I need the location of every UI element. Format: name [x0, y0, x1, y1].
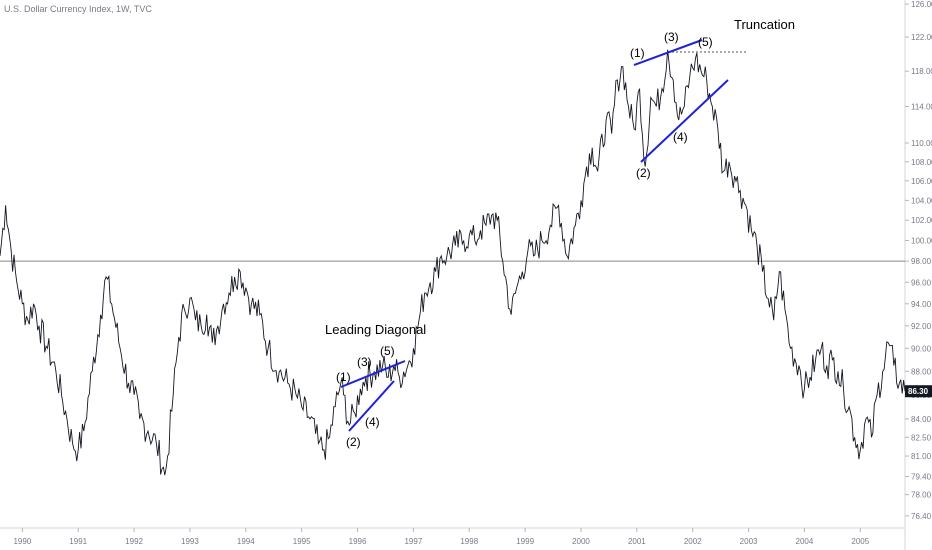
y-tick-label: 79.40 [911, 472, 932, 481]
y-tick-label: 78.00 [911, 491, 932, 500]
x-tick-label: 2005 [851, 537, 869, 546]
chart-title: U.S. Dollar Currency Index, 1W, TVC [4, 4, 152, 14]
x-tick-label: 1998 [460, 537, 478, 546]
x-tick-label: 2002 [684, 537, 702, 546]
x-tick-label: 1994 [237, 537, 255, 546]
x-tick-label: 2003 [740, 537, 758, 546]
y-tick-label: 108.00 [911, 158, 932, 167]
y-tick-label: 104.00 [911, 196, 932, 205]
wave-label-1996-2: (2) [346, 435, 361, 449]
y-tick-label: 100.00 [911, 236, 932, 245]
x-tick-label: 2004 [796, 537, 814, 546]
truncation-upper-trendline[interactable] [633, 39, 703, 66]
last-price-value: 86.30 [908, 387, 929, 396]
y-tick-label: 118.00 [911, 67, 932, 76]
y-tick-label: 96.00 [911, 278, 932, 287]
wave-label-1996-5: (5) [380, 344, 395, 358]
wave-label-2001-4: (4) [673, 130, 688, 144]
y-tick-label: 114.00 [911, 102, 932, 111]
y-tick-label: 98.00 [911, 257, 932, 266]
truncation-label: Truncation [734, 17, 795, 32]
y-tick-label: 92.00 [911, 322, 932, 331]
x-tick-label: 1990 [13, 537, 31, 546]
y-tick-label: 90.00 [911, 344, 932, 353]
x-tick-label: 2001 [628, 537, 646, 546]
price-series-line[interactable] [0, 49, 906, 476]
x-tick-label: 1997 [404, 537, 422, 546]
y-tick-label: 122.00 [911, 33, 932, 42]
y-tick-label: 106.00 [911, 177, 932, 186]
y-tick-label: 126.00 [911, 0, 932, 9]
leading-diagonal-upper-trendline[interactable] [340, 360, 406, 388]
x-axis: 1990 1991 1992 1993 1994 1995 1996 1997 1998 1999… [13, 528, 870, 546]
y-tick-label: 76.40 [911, 512, 932, 521]
y-tick-label: 110.00 [911, 139, 932, 148]
y-tick-label: 88.00 [911, 367, 932, 376]
y-tick-label: 84.00 [911, 415, 932, 424]
wave-label-1996-4: (4) [365, 415, 380, 429]
x-tick-label: 2000 [572, 537, 590, 546]
leading-diagonal-lower-trendline[interactable] [348, 380, 395, 432]
x-tick-label: 1993 [181, 537, 199, 546]
wave-label-1996-3: (3) [357, 355, 372, 369]
y-tick-label: 81.00 [911, 452, 932, 461]
y-tick-label: 82.50 [911, 433, 932, 442]
y-axis: 126.00 122.00 118.00 114.00 110.00 108.00 106.… [905, 0, 932, 521]
x-tick-label: 1995 [293, 537, 311, 546]
last-price-tag: 86.30 [905, 385, 932, 398]
truncation-lower-trendline[interactable] [640, 79, 729, 163]
wave-label-2001-2: (2) [636, 166, 651, 180]
last-price-background [905, 385, 932, 398]
x-tick-label: 1992 [125, 537, 143, 546]
wave-label-1996-1: (1) [336, 370, 351, 384]
leading-diagonal-label: Leading Diagonal [325, 322, 426, 337]
wave-label-2001-5: (5) [698, 35, 713, 49]
x-tick-label: 1996 [349, 537, 367, 546]
x-tick-label: 1991 [69, 537, 87, 546]
y-tick-label: 94.00 [911, 300, 932, 309]
y-tick-label: 102.00 [911, 216, 932, 225]
x-tick-label: 1999 [516, 537, 534, 546]
wave-label-2001-3: (3) [664, 30, 679, 44]
wave-label-2001-1: (1) [630, 46, 645, 60]
